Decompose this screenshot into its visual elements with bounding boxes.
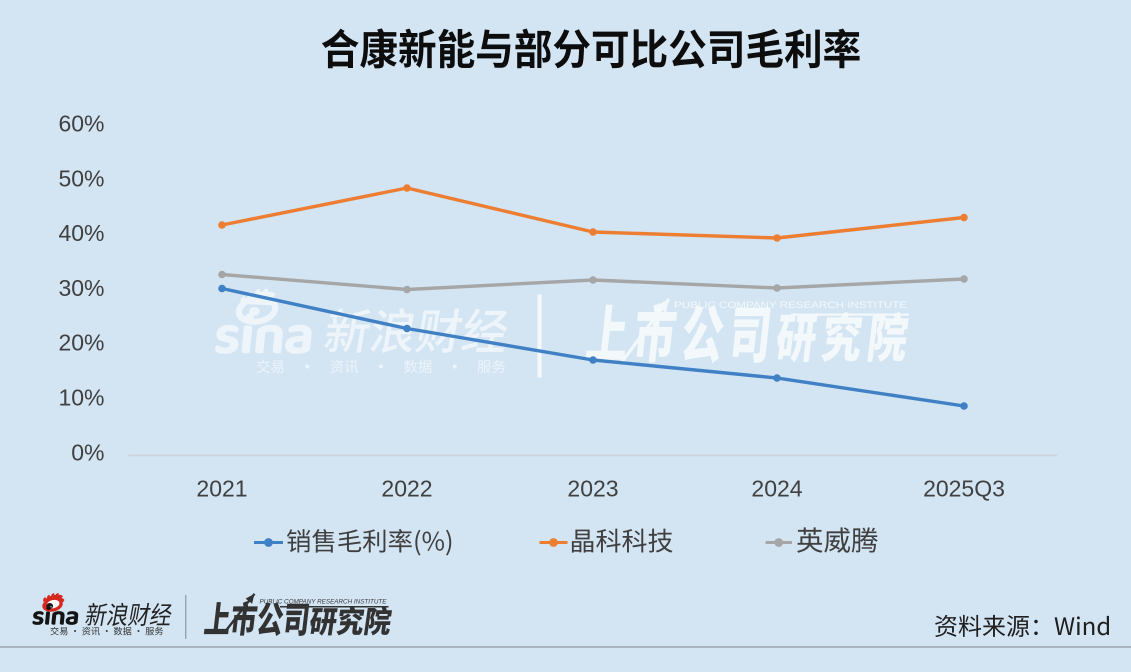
svg-text:2025Q3: 2025Q3 [923,476,1005,502]
svg-text:2021: 2021 [196,476,247,502]
svg-text:PUBLIC COMPANY RESEARCH INSTIT: PUBLIC COMPANY RESEARCH INSTITUTE [260,599,387,606]
svg-text:60%: 60% [58,111,104,137]
svg-text:2022: 2022 [381,476,432,502]
svg-text:10%: 10% [58,385,104,411]
svg-text:30%: 30% [58,275,104,301]
svg-text:2023: 2023 [567,476,618,502]
svg-text:20%: 20% [58,330,104,356]
svg-text:40%: 40% [58,220,104,246]
svg-text:PUBLIC COMPANY RESEARCH INSTIT: PUBLIC COMPANY RESEARCH INSTITUTE [674,300,907,310]
svg-text:50%: 50% [58,165,104,191]
svg-text:0%: 0% [71,439,104,465]
svg-text:2024: 2024 [751,476,802,502]
